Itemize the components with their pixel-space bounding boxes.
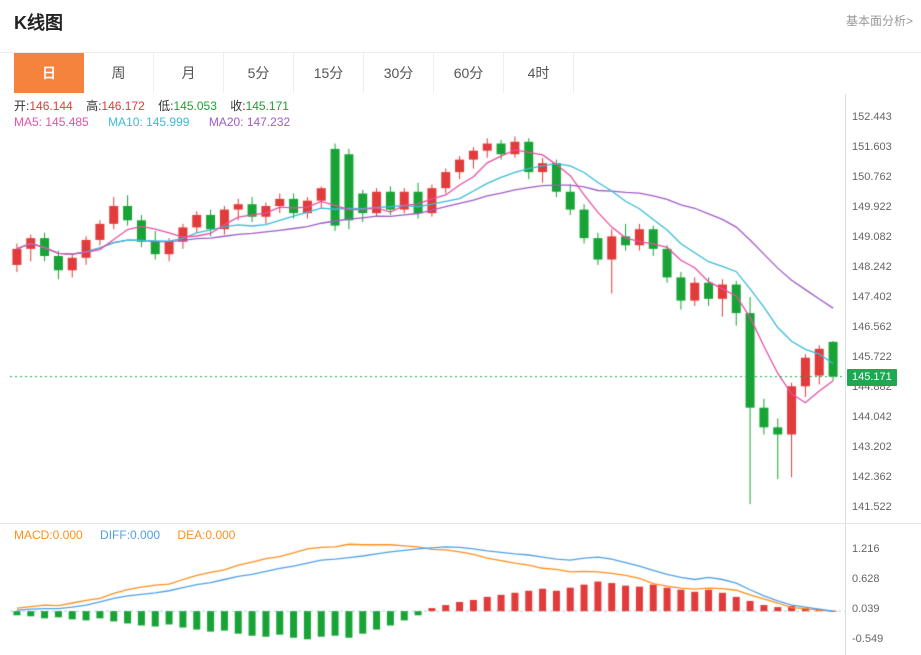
low-label: 低:	[158, 99, 174, 113]
y-axis-label: 141.522	[852, 501, 892, 513]
tab-day[interactable]: 日	[14, 53, 84, 93]
dea-value: DEA:0.000	[177, 528, 236, 542]
y-axis-label: 144.042	[852, 411, 892, 423]
y-axis-label: 142.362	[852, 471, 892, 483]
macd-value: MACD:0.000	[14, 528, 83, 542]
macd-axis-label: 0.628	[852, 573, 880, 585]
macd-axis-label: 1.216	[852, 543, 880, 555]
ohlc-info-row: 开:146.144 高:146.172 低:145.053 收:145.171	[14, 97, 299, 114]
tab-month[interactable]: 月	[154, 53, 224, 93]
close-label: 收:	[230, 99, 246, 113]
macd-info-row: MACD:0.000 DIFF:0.000 DEA:0.000	[14, 528, 249, 542]
high-value: 146.172	[101, 99, 145, 113]
tab-30min[interactable]: 30分	[364, 53, 434, 93]
tab-5min[interactable]: 5分	[224, 53, 294, 93]
tab-week[interactable]: 周	[84, 53, 154, 93]
high-label: 高:	[86, 99, 102, 113]
tab-4hour[interactable]: 4时	[504, 53, 574, 93]
close-value: 145.171	[245, 99, 289, 113]
y-axis-label: 146.562	[852, 321, 892, 333]
tab-60min[interactable]: 60分	[434, 53, 504, 93]
y-axis-label: 149.922	[852, 201, 892, 213]
open-label: 开:	[14, 99, 30, 113]
y-axis-label: 152.443	[852, 111, 892, 123]
y-axis-label: 143.202	[852, 441, 892, 453]
open-value: 146.144	[29, 99, 73, 113]
y-axis-border	[845, 94, 846, 655]
ma-info-row: MA5: 145.485 MA10: 145.999 MA20: 147.232	[14, 115, 306, 129]
y-axis-label: 148.242	[852, 261, 892, 273]
y-axis-label: 145.722	[852, 351, 892, 363]
y-axis-label: 150.762	[852, 171, 892, 183]
page-title: K线图	[14, 13, 63, 33]
fundamental-analysis-link[interactable]: 基本面分析>	[845, 14, 913, 28]
y-axis-label: 151.603	[852, 141, 892, 153]
ma20-value: MA20: 147.232	[208, 115, 291, 129]
y-axis-label: 147.402	[852, 291, 892, 303]
ma10-value: MA10: 145.999	[108, 115, 190, 129]
tab-15min[interactable]: 15分	[294, 53, 364, 93]
ma5-value: MA5: 145.485	[14, 115, 89, 129]
macd-axis-label: -0.549	[852, 633, 884, 645]
current-price-badge: 145.171	[847, 369, 897, 386]
y-axis-label: 149.082	[852, 231, 892, 243]
period-tabbar: 日 周 月 5分 15分 30分 60分 4时	[0, 52, 921, 93]
macd-axis-label: 0.039	[852, 603, 880, 615]
panel-separator	[0, 523, 921, 524]
diff-value: DIFF:0.000	[100, 528, 161, 542]
low-value: 145.053	[173, 99, 217, 113]
